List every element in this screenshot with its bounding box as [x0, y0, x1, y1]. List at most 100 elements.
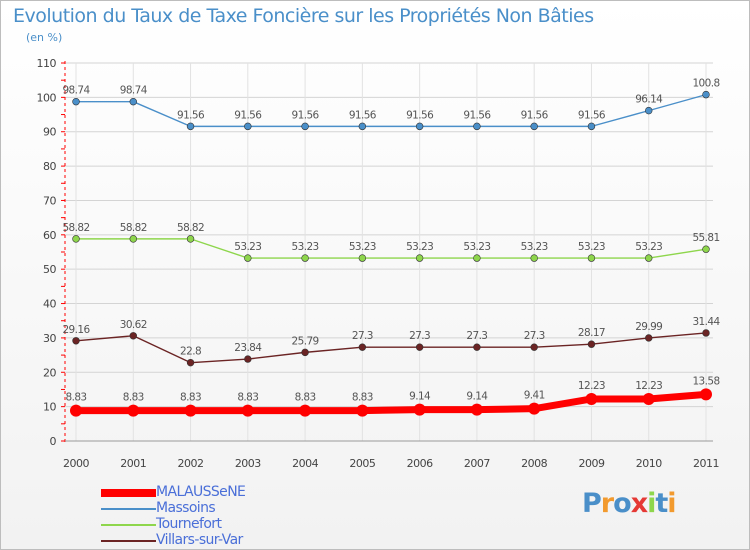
- data-label-massoins: 96.14: [635, 94, 663, 106]
- data-label-tournefort: 53.23: [349, 241, 376, 253]
- x-tick-label: 2010: [636, 457, 662, 470]
- data-point-malaussene: [127, 404, 140, 417]
- data-point-tournefort: [473, 254, 481, 262]
- data-point-tournefort: [645, 254, 653, 262]
- legend-label-massoins: Massoins: [156, 500, 216, 516]
- data-point-malaussene: [70, 404, 82, 417]
- legend-swatch-massoins: [101, 508, 156, 510]
- data-label-massoins: 98.74: [120, 85, 148, 97]
- data-point-villars: [244, 355, 252, 363]
- data-label-massoins: 91.56: [234, 109, 262, 121]
- data-label-malaussene: 9.41: [524, 390, 545, 402]
- x-tick-label: 2000: [63, 457, 89, 470]
- data-label-tournefort: 53.23: [234, 241, 261, 253]
- data-point-malaussene: [700, 388, 712, 401]
- series-line-villars: [75, 332, 707, 364]
- data-point-malaussene: [470, 403, 483, 416]
- data-point-malaussene: [642, 392, 655, 405]
- data-label-massoins: 91.56: [578, 109, 606, 121]
- data-point-massoins: [645, 106, 653, 115]
- data-label-tournefort: 53.23: [521, 241, 548, 253]
- x-tick-label: 2005: [349, 457, 375, 470]
- data-point-tournefort: [358, 254, 367, 262]
- legend-swatch-malaussene: [101, 489, 156, 497]
- data-point-tournefort: [415, 254, 424, 262]
- logo-letter: t: [655, 488, 668, 519]
- y-tick-label: 0: [50, 435, 57, 448]
- data-point-villars: [358, 343, 367, 351]
- data-point-massoins: [301, 122, 309, 131]
- data-label-villars: 27.3: [466, 330, 487, 342]
- legend-label-villars: Villars-sur-Var: [156, 532, 243, 548]
- data-label-villars: 22.8: [180, 346, 201, 358]
- series-line-malaussene: [76, 390, 707, 415]
- data-point-villars: [702, 329, 710, 337]
- data-label-tournefort: 53.23: [292, 241, 319, 253]
- logo-letter: P: [582, 488, 602, 519]
- data-label-villars: 29.99: [635, 321, 662, 333]
- data-label-villars: 27.3: [409, 330, 430, 342]
- y-tick-label: 70: [43, 194, 56, 207]
- logo-letter: r: [600, 488, 614, 519]
- data-label-malaussene: 8.83: [295, 392, 316, 404]
- data-label-tournefort: 58.82: [120, 222, 147, 234]
- data-label-tournefort: 58.82: [177, 222, 204, 234]
- data-point-tournefort: [301, 254, 309, 262]
- data-point-villars: [473, 343, 481, 351]
- data-label-malaussene: 8.83: [180, 392, 201, 404]
- data-label-massoins: 100.8: [692, 78, 719, 90]
- data-point-malaussene: [184, 404, 197, 417]
- data-label-villars: 31.44: [692, 316, 720, 328]
- y-tick-label: 110: [37, 57, 57, 70]
- data-label-malaussene: 12.23: [578, 380, 605, 392]
- data-label-tournefort: 53.23: [463, 241, 490, 253]
- data-label-massoins: 91.56: [292, 109, 320, 121]
- data-point-villars: [645, 334, 653, 342]
- x-tick-label: 2004: [292, 457, 318, 470]
- data-point-massoins: [587, 122, 596, 131]
- x-tick-label: 2002: [178, 457, 204, 470]
- x-tick-label: 2001: [120, 457, 146, 470]
- y-tick-label: 100: [37, 91, 57, 104]
- data-label-villars: 25.79: [292, 335, 319, 347]
- data-point-villars: [530, 343, 538, 351]
- data-label-malaussene: 12.23: [635, 380, 662, 392]
- data-point-malaussene: [585, 392, 598, 405]
- logo-letter: i: [667, 488, 676, 519]
- data-label-tournefort: 53.23: [578, 241, 605, 253]
- x-tick-label: 2009: [578, 457, 604, 470]
- data-point-massoins: [72, 97, 80, 106]
- x-tick-label: 2003: [235, 457, 261, 470]
- data-point-malaussene: [241, 404, 254, 417]
- y-tick-label: 40: [43, 298, 56, 311]
- data-point-malaussene: [528, 402, 541, 415]
- data-point-massoins: [129, 97, 137, 106]
- data-label-tournefort: 53.23: [406, 241, 433, 253]
- data-point-massoins: [702, 90, 710, 99]
- data-point-tournefort: [244, 254, 252, 262]
- y-tick-label: 10: [43, 401, 56, 414]
- data-label-malaussene: 9.14: [466, 391, 488, 403]
- data-label-villars: 27.3: [524, 330, 545, 342]
- y-tick-label: 20: [43, 366, 56, 379]
- data-point-villars: [587, 340, 596, 348]
- data-label-villars: 30.62: [120, 319, 147, 331]
- logo-letter: x: [630, 488, 648, 519]
- data-point-villars: [186, 358, 195, 367]
- data-label-villars: 27.3: [352, 330, 373, 342]
- data-point-tournefort: [72, 235, 80, 243]
- y-axis-unit-label: (en %): [26, 31, 63, 44]
- y-tick-label: 50: [43, 263, 56, 276]
- data-point-tournefort: [587, 254, 596, 262]
- data-point-massoins: [415, 122, 424, 131]
- data-label-malaussene: 8.83: [123, 392, 144, 404]
- legend-label-malaussene: MALAUSSeNE: [156, 484, 246, 500]
- data-point-villars: [72, 337, 80, 345]
- logo-letter: i: [647, 488, 656, 519]
- data-label-malaussene: 13.58: [692, 375, 719, 387]
- data-label-villars: 29.16: [62, 324, 90, 336]
- data-label-tournefort: 58.82: [62, 222, 89, 234]
- y-tick-label: 90: [43, 126, 56, 139]
- data-point-massoins: [530, 122, 538, 131]
